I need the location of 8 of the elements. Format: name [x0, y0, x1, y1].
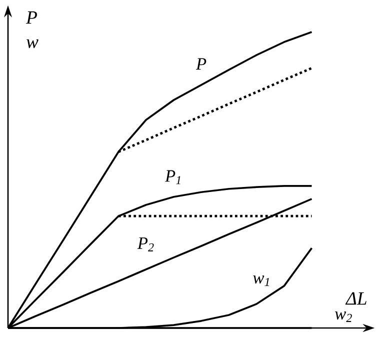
annotation: w: [26, 39, 38, 48]
series-label: w$_{1}$: [253, 276, 270, 286]
series-label: P$_{2}$: [137, 237, 154, 252]
x-axis-title: ΔL: [345, 292, 366, 305]
y-axis-title: P: [26, 11, 37, 24]
legend-label: w$_{2}$: [335, 311, 352, 322]
series-label: P: [196, 58, 206, 70]
series-label: P$_{1}$: [164, 170, 180, 184]
